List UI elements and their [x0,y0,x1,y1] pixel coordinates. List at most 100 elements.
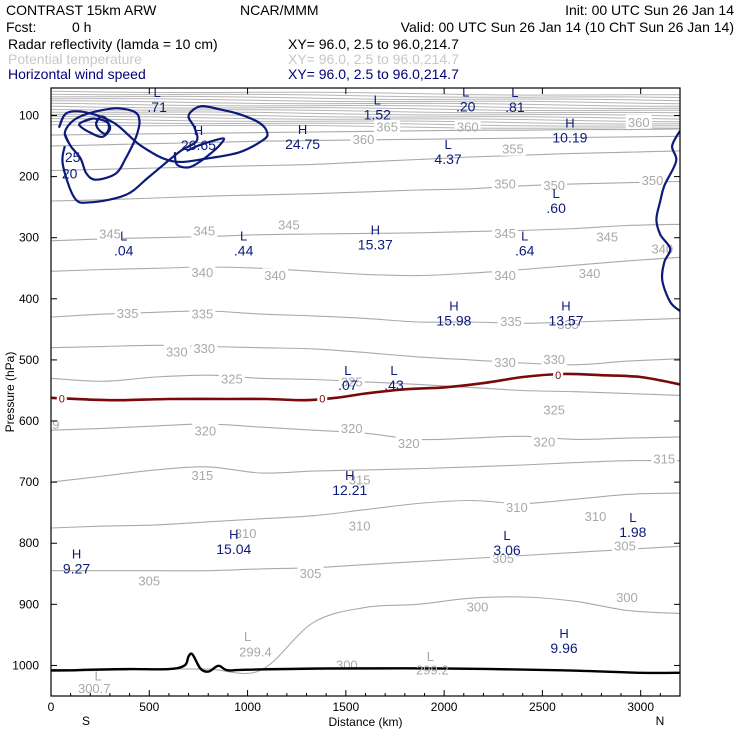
y-tick-label: 600 [19,414,39,428]
left-end-label: S [82,714,90,728]
wind-contour-20 [57,104,269,204]
theta-contour-label: 340 [264,268,286,283]
y-tick-label: 900 [19,597,39,611]
theta-contour-label: 345 [193,224,215,239]
theta-label-bg [492,354,519,369]
theta-label-bg [613,590,640,605]
zero-label-bg [56,392,67,404]
theta-label-bg [582,508,609,523]
theta-contour-label: 355 [502,142,524,157]
theta-contour-label: 305 [492,551,514,566]
theta-contour-label: 330 [166,345,188,360]
zero-label-bg [553,369,564,381]
extremum-marker-L: L [521,229,528,244]
theta-label-bg [262,268,289,283]
x-tick-label: 0 [48,700,55,714]
theta-contour-label: 330 [543,352,565,367]
extremum-value: .44 [234,243,254,259]
theta-contour-label: 360 [353,132,375,147]
theta-contour-label: 305 [614,538,636,553]
legend-xy-reflectivity: XY= 96.0, 2.5 to 96.0,214.7 [288,36,459,52]
extremum-marker-L: L [240,229,247,244]
theta-contour-label: 305 [138,574,160,589]
extremum-value: .60 [546,200,566,216]
theta-label-bg [499,141,526,156]
theta-contour-label: 300 [467,599,489,614]
theta-label-bg [492,268,519,283]
extremum-marker-H: H [194,123,203,138]
extremum-marker-L: L [390,363,397,378]
theta-label-bg [611,538,638,553]
x-axis-label: Distance (km) [328,715,402,729]
theta-contour-label: 345 [596,230,618,245]
extremum-marker-H: H [561,298,570,313]
theta-contour-label: 345 [278,217,300,232]
theta-contour-label: 310 [506,500,528,515]
legend-name-reflectivity: Radar reflectivity (lamda = 10 cm) [8,36,218,52]
zero-contour-label: 0 [555,370,561,382]
theta-contour-label: 315 [349,472,371,487]
legend-name-theta: Potential temperature [8,51,142,67]
theta-contour-label: 320 [398,436,420,451]
extremum-value: 15.98 [436,312,471,328]
theta-label-bg [464,599,491,614]
zero-contour-label: 0 [59,393,65,405]
theta-label-bg [492,226,519,241]
theta-label-bg [163,344,190,359]
x-tick-label: 2000 [431,700,458,714]
extremum-marker-H: H [565,116,574,131]
theta-label-bg [503,499,530,514]
extremum-marker-L: L [444,137,451,152]
theta-contour-label: 360 [628,115,650,130]
theta-contour-label: 320 [534,434,556,449]
theta-contour-label: 350 [642,173,664,188]
theta-label-bg [554,317,581,332]
theta-label-bg [350,131,377,146]
wind-contour-label-25: 25 [65,149,81,165]
theta-label-bg [114,306,141,321]
y-tick-label: 200 [19,170,39,184]
extremum-value: 15.04 [216,541,251,557]
theta-contour-325 [51,374,680,396]
y-tick-label: 1000 [12,658,39,672]
stratosphere-isentrope [51,95,680,102]
theta-label-bg [374,119,401,134]
wind-contour-25 [63,107,141,181]
zero-contour [51,372,680,402]
extremum-marker-L: L [462,84,469,99]
theta-label-bg [189,468,216,483]
theta-contour-label: 325 [543,403,565,418]
theta-label-bg [192,423,219,438]
theta-label-bg [576,265,603,280]
stratosphere-isentrope [51,105,680,112]
theta-contour-label: 300 [616,590,638,605]
theta-contour-label: 345 [494,226,516,241]
y-tick-label: 400 [19,292,39,306]
extremum-value: .43 [384,377,404,393]
theta-label-bg [541,351,568,366]
theta-label-bg [492,176,519,191]
theta-contour-345 [51,223,680,242]
theta-contour-label: 335 [500,314,522,329]
extremum-marker-L: L [553,186,560,201]
theta-contour-label: 310 [585,509,607,524]
init-time: Init: 00 UTC Sun 26 Jan 14 [565,2,734,18]
theta-label-bg [218,371,245,386]
surface-label: 300.7 [78,681,111,696]
plot-frame [50,87,681,697]
extremum-value: 1.52 [364,106,391,122]
theta-contour-label: 315 [653,452,675,467]
extremum-marker-H: H [559,626,568,641]
surface-label: L [95,669,102,684]
theta-label-bg [346,472,373,487]
theta-contour-label: 325 [221,371,243,386]
extremum-value: 13.57 [548,312,583,328]
theta-contour-label: 345 [99,227,121,242]
model-title: CONTRAST 15km ARW [6,2,157,18]
extremum-value: 4.37 [434,151,461,167]
extremum-value: 1.98 [619,524,646,540]
wind-contour [95,115,111,135]
theta-contour-335 [51,310,680,324]
stratosphere-isentrope [51,90,680,96]
